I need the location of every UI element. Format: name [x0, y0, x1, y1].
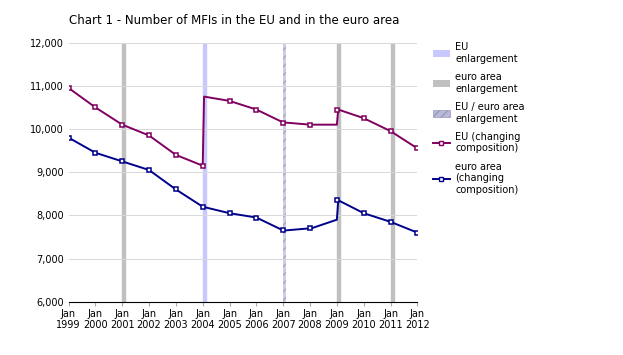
Bar — [283, 43, 287, 302]
Bar — [202, 43, 206, 302]
Legend: EU
enlargement, euro area
enlargement, EU / euro area
enlargement, EU (changing
: EU enlargement, euro area enlargement, E… — [433, 42, 525, 195]
Bar — [283, 43, 287, 302]
Text: Chart 1 - Number of MFIs in the EU and in the euro area: Chart 1 - Number of MFIs in the EU and i… — [69, 14, 399, 27]
Bar — [391, 43, 394, 302]
Bar — [337, 43, 340, 302]
Bar — [122, 43, 125, 302]
